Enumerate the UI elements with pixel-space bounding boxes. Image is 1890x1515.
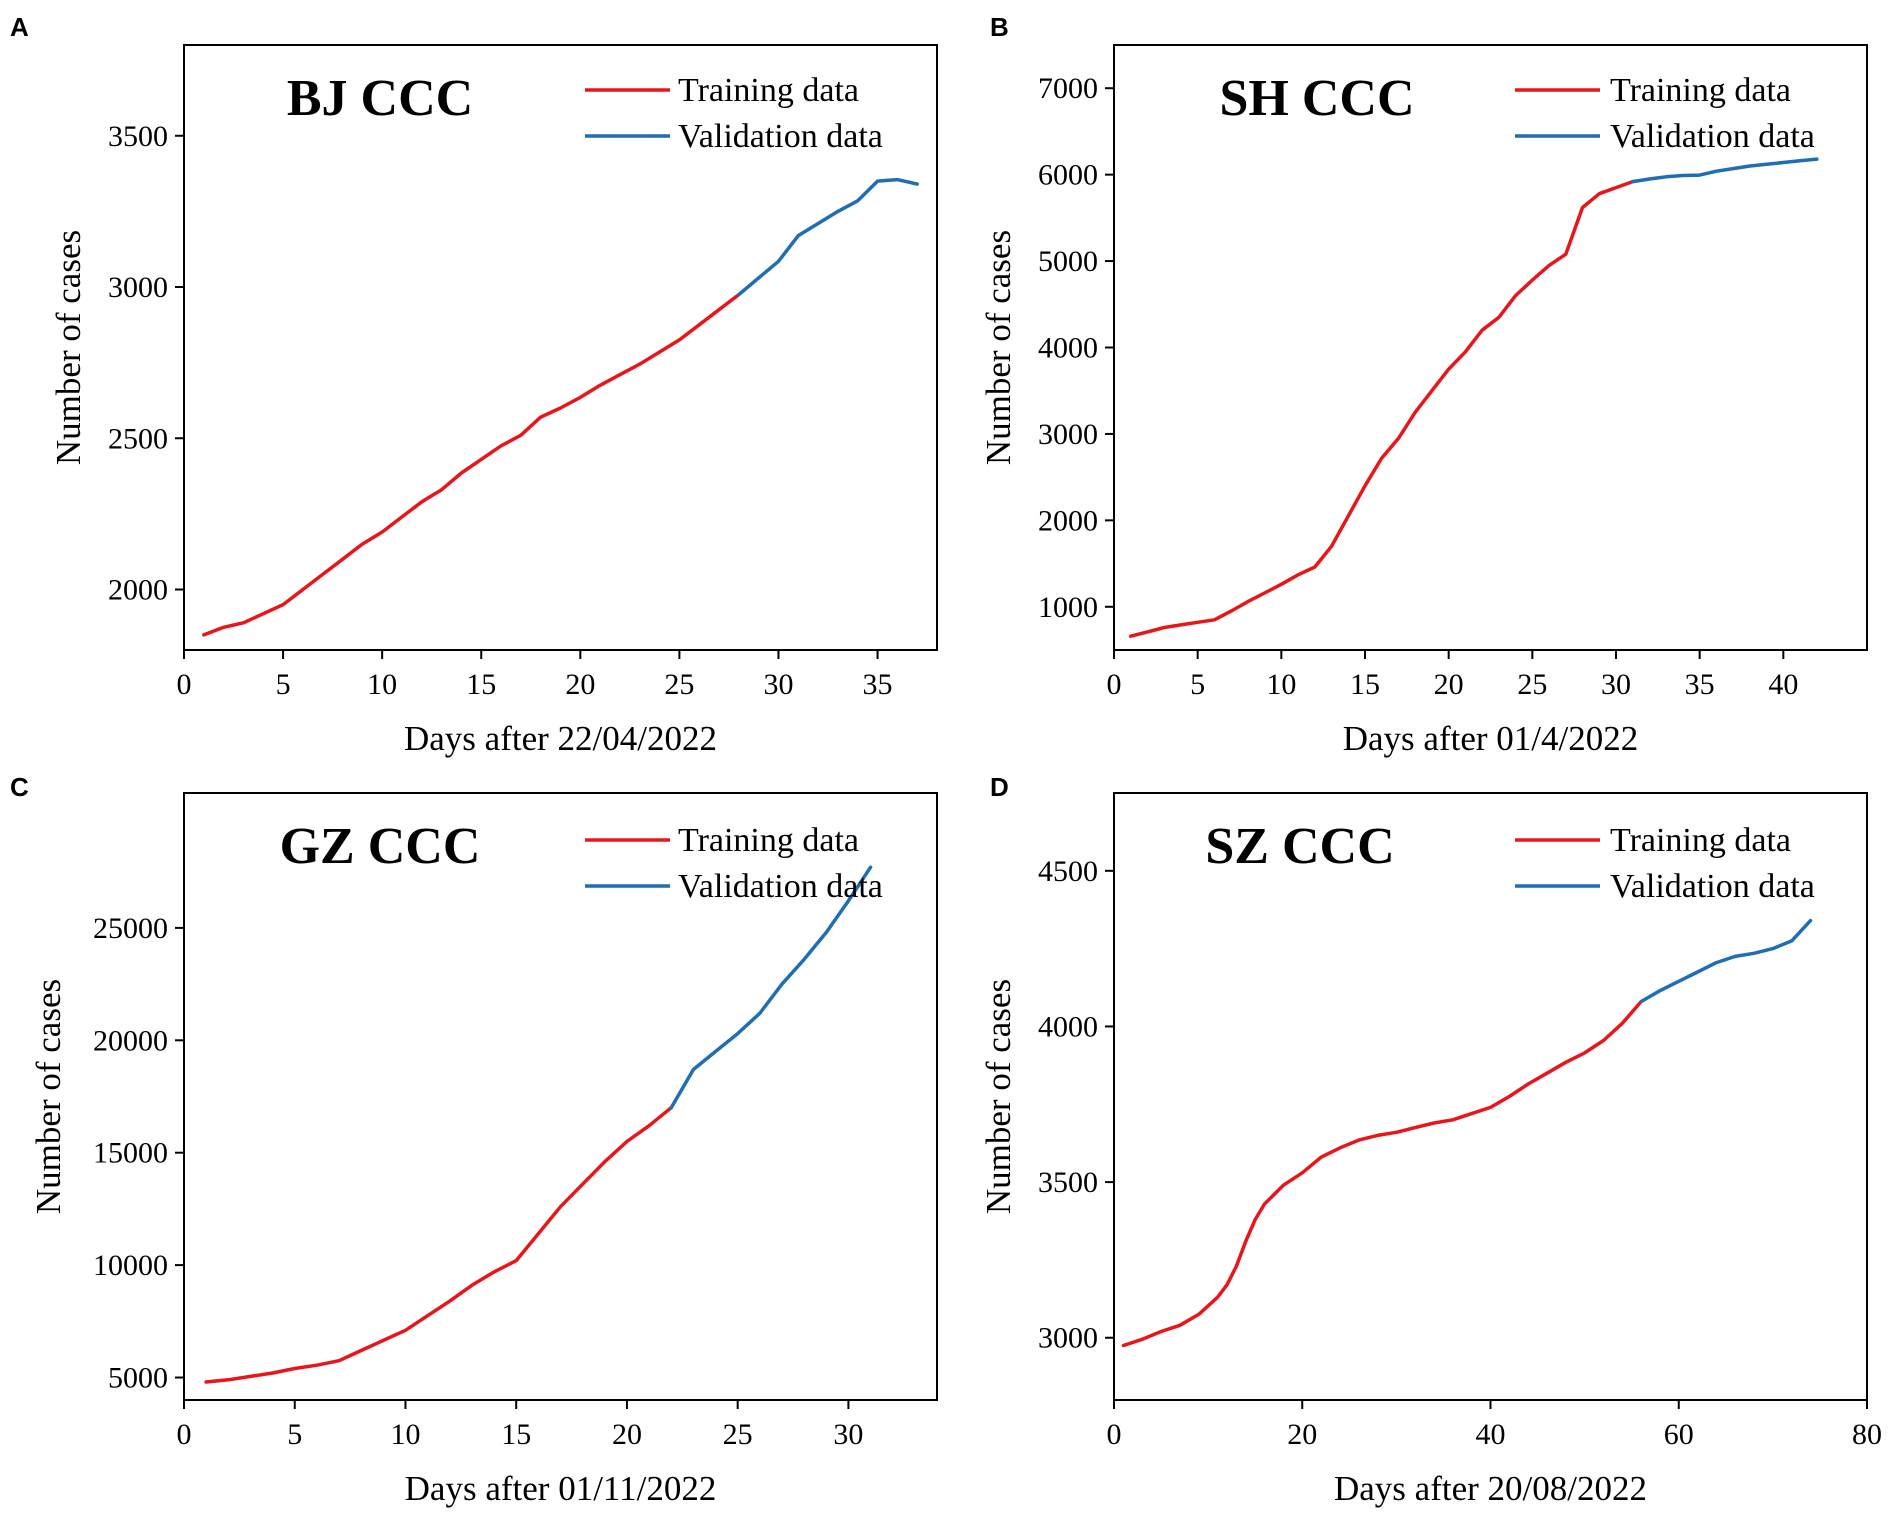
x-tick-label: 5 (276, 668, 291, 701)
series-line-training-data (202, 292, 741, 637)
x-tick-label: 5 (1190, 668, 1205, 701)
x-tick-label: 35 (863, 668, 893, 701)
x-tick-label: 0 (177, 1418, 192, 1451)
y-axis-label: Number of cases (49, 230, 88, 465)
x-axis-label: Days after 22/04/2022 (404, 719, 717, 758)
x-tick-label: 0 (177, 668, 192, 701)
y-tick-label: 3000 (1038, 418, 1098, 451)
series-line-validation-data (669, 865, 873, 1110)
series-line-validation-data (1630, 157, 1819, 184)
panel-letter: B (990, 12, 1009, 42)
chart-title: SZ CCC (1205, 818, 1394, 875)
plot-frame (183, 44, 938, 651)
x-tick-label: 20 (565, 668, 595, 701)
plot-frame (183, 792, 938, 1401)
x-tick-label: 30 (833, 1418, 863, 1451)
x-tick-label: 10 (367, 668, 397, 701)
x-tick-label: 80 (1852, 1418, 1882, 1451)
chart-panel-d: D 0 20 40 60 80 3000 3500 4000 4500 Days after 20/… (979, 772, 1882, 1508)
panel-letter: A (10, 12, 29, 42)
y-tick-label: 15000 (93, 1137, 168, 1170)
y-tick-label: 2000 (1038, 504, 1098, 537)
series-line-validation-data (1639, 918, 1813, 1004)
x-tick-label: 10 (1266, 668, 1296, 701)
x-tick-label: 20 (612, 1418, 642, 1451)
chart-title: BJ CCC (287, 70, 473, 127)
y-tick-label: 1000 (1038, 591, 1098, 624)
y-tick-label: 3500 (108, 120, 168, 153)
chart-panel-c: C 0 5 10 15 20 25 30 5000 10000 15000 20000 25000 Day… (10, 772, 938, 1508)
legend-label: Training data (1610, 822, 1791, 859)
x-tick-label: 40 (1476, 1418, 1506, 1451)
y-tick-label: 3000 (1038, 1322, 1098, 1355)
x-tick-label: 60 (1664, 1418, 1694, 1451)
chart-title: SH CCC (1219, 70, 1414, 127)
x-axis-label: Days after 20/08/2022 (1334, 1469, 1647, 1508)
x-tick-label: 15 (1350, 668, 1380, 701)
y-tick-label: 4500 (1038, 855, 1098, 888)
x-tick-label: 20 (1434, 668, 1464, 701)
y-tick-label: 2000 (108, 574, 168, 607)
legend-label: Validation data (678, 868, 883, 905)
y-tick-label: 10000 (93, 1249, 168, 1282)
y-tick-label: 7000 (1038, 72, 1098, 105)
x-tick-label: 0 (1107, 1418, 1122, 1451)
y-tick-label: 6000 (1038, 159, 1098, 192)
series-line-training-data (1121, 999, 1643, 1348)
x-axis-label: Days after 01/11/2022 (405, 1469, 717, 1508)
x-tick-label: 30 (763, 668, 793, 701)
y-tick-label: 4000 (1038, 1010, 1098, 1043)
y-tick-label: 20000 (93, 1024, 168, 1057)
panel-letter: D (990, 772, 1009, 802)
series-line-training-data (1128, 179, 1635, 638)
x-tick-label: 15 (466, 668, 496, 701)
chart-panel-a: A 0 5 10 15 20 25 30 35 2000 2500 3000 3500 Days afte… (10, 12, 938, 758)
legend-label: Training data (678, 822, 859, 859)
legend-label: Validation data (1610, 118, 1815, 155)
x-tick-label: 5 (287, 1418, 302, 1451)
series-line-training-data (204, 1105, 673, 1384)
x-tick-label: 25 (723, 1418, 753, 1451)
series-line-validation-data (737, 177, 919, 297)
y-tick-label: 2500 (108, 422, 168, 455)
x-tick-label: 20 (1287, 1418, 1317, 1451)
x-tick-label: 15 (501, 1418, 531, 1451)
chart-title: GZ CCC (280, 818, 481, 875)
y-tick-label: 4000 (1038, 332, 1098, 365)
y-tick-label: 5000 (108, 1362, 168, 1395)
chart-panel-b: B 0 5 10 15 20 25 30 35 40 1000 2000 3000 4000 5000 600… (979, 12, 1868, 758)
x-axis-label: Days after 01/4/2022 (1343, 719, 1638, 758)
x-tick-label: 30 (1601, 668, 1631, 701)
y-tick-label: 3500 (1038, 1166, 1098, 1199)
panel-letter: C (10, 772, 29, 802)
x-tick-label: 25 (1517, 668, 1547, 701)
x-tick-label: 35 (1685, 668, 1715, 701)
y-tick-label: 25000 (93, 912, 168, 945)
y-axis-label: Number of cases (29, 979, 68, 1214)
y-tick-label: 3000 (108, 271, 168, 304)
x-tick-label: 0 (1107, 668, 1122, 701)
y-axis-label: Number of cases (979, 979, 1018, 1214)
legend-label: Training data (678, 72, 859, 109)
x-tick-label: 10 (390, 1418, 420, 1451)
y-axis-label: Number of cases (979, 230, 1018, 465)
legend-label: Validation data (1610, 868, 1815, 905)
legend-label: Training data (1610, 72, 1791, 109)
x-tick-label: 25 (664, 668, 694, 701)
legend-label: Validation data (678, 118, 883, 155)
x-tick-label: 40 (1768, 668, 1798, 701)
y-tick-label: 5000 (1038, 245, 1098, 278)
